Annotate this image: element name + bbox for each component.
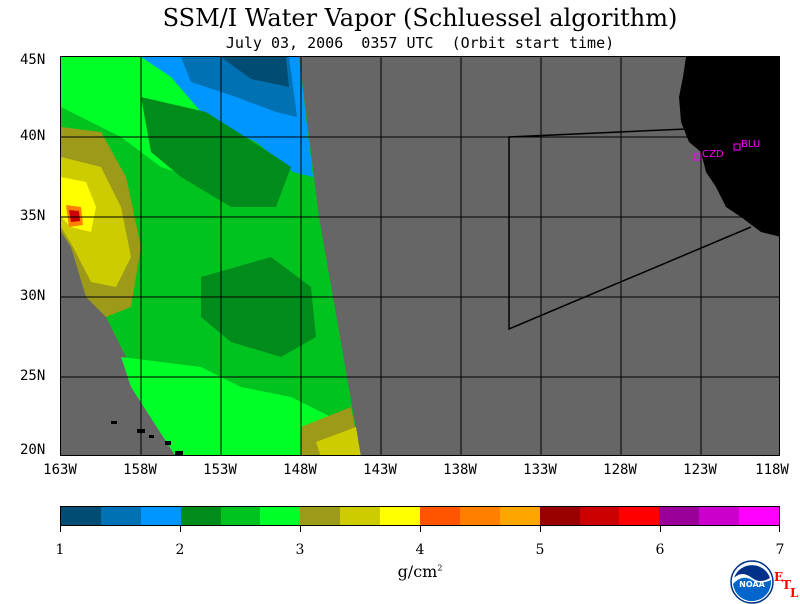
lat-label-40n: 40N [20, 128, 46, 144]
etl-letter-t: T [782, 578, 791, 592]
scale-label-6: 6 [655, 542, 665, 558]
swath-field [61, 57, 361, 455]
station-label-czd: CZD [702, 149, 724, 160]
noaa-logo-icon: NOAA [730, 560, 774, 604]
lon-label-143w: 143W [363, 462, 397, 478]
color-scale-tick [60, 526, 61, 532]
lon-label-138w: 138W [443, 462, 477, 478]
lon-label-158w: 158W [123, 462, 157, 478]
color-scale-segment [61, 507, 101, 525]
color-scale-tick [660, 526, 661, 532]
color-scale-segment [140, 507, 181, 525]
station-marker-blu [733, 143, 741, 151]
color-scale-segment [100, 507, 141, 525]
lat-lon-grid [61, 57, 779, 455]
map-subtitle: July 03, 2006 0357 UTC (Orbit start time… [225, 34, 615, 52]
scale-label-1: 1 [55, 542, 65, 558]
lon-label-133w: 133W [523, 462, 557, 478]
station-marker-czd [693, 153, 701, 161]
swath-dark-green-2 [201, 257, 316, 357]
scale-label-2: 2 [175, 542, 185, 558]
color-scale-tick [420, 526, 421, 532]
etl-letter-l: L [790, 586, 799, 600]
lat-label-45n: 45N [20, 52, 46, 68]
lon-label-153w: 153W [203, 462, 237, 478]
color-scale-segment [659, 507, 700, 525]
color-scale-segment [459, 507, 500, 525]
swath-yellow-se [316, 427, 361, 455]
lon-label-123w: 123W [683, 462, 717, 478]
swath-deep-blue [221, 57, 289, 87]
svg-text:NOAA: NOAA [739, 580, 765, 589]
station-label-blu: BLU [741, 139, 760, 150]
scale-label-4: 4 [415, 542, 425, 558]
color-scale-tick [540, 526, 541, 532]
lat-label-20n: 20N [20, 442, 46, 458]
unit-label: g/cm2 [397, 562, 443, 581]
color-scale-segment [340, 507, 381, 525]
lat-label-25n: 25N [20, 368, 46, 384]
color-scale-segment [539, 507, 580, 525]
swath-dark-green-1 [141, 97, 291, 207]
swath-bright-lower [121, 357, 341, 455]
lon-label-163w: 163W [43, 462, 77, 478]
station-markers [693, 143, 741, 161]
color-scale-segment [579, 507, 620, 525]
color-scale-tick [180, 526, 181, 532]
color-scale-segment [420, 507, 460, 525]
water-vapor-map: CZD BLU [60, 56, 780, 456]
california-land [679, 57, 779, 237]
color-scale-segment [499, 507, 540, 525]
color-scale-segment [699, 507, 740, 525]
scale-label-3: 3 [295, 542, 305, 558]
color-scale-segment [619, 507, 660, 525]
color-scale-segment [260, 507, 301, 525]
scale-label-7: 7 [775, 542, 785, 558]
flight-track [508, 128, 752, 331]
lon-label-148w: 148W [283, 462, 317, 478]
color-scale-segment [180, 507, 221, 525]
color-scale-segment [300, 507, 341, 525]
color-scale-segment [739, 507, 780, 525]
lon-label-128w: 128W [603, 462, 637, 478]
lat-label-35n: 35N [20, 208, 46, 224]
color-scale-tick [779, 526, 780, 532]
etl-letter-e: E [774, 570, 784, 584]
color-scale-segment [220, 507, 261, 525]
lat-label-30n: 30N [20, 288, 46, 304]
swath-red [69, 210, 80, 222]
color-scale-segment [380, 507, 421, 525]
map-title: SSM/I Water Vapor (Schluessel algorithm) [162, 4, 678, 32]
color-scale-bar [60, 506, 780, 526]
scale-label-5: 5 [535, 542, 545, 558]
map-canvas: CZD BLU [61, 57, 779, 455]
lon-label-118w: 118W [755, 462, 789, 478]
color-scale-tick [300, 526, 301, 532]
